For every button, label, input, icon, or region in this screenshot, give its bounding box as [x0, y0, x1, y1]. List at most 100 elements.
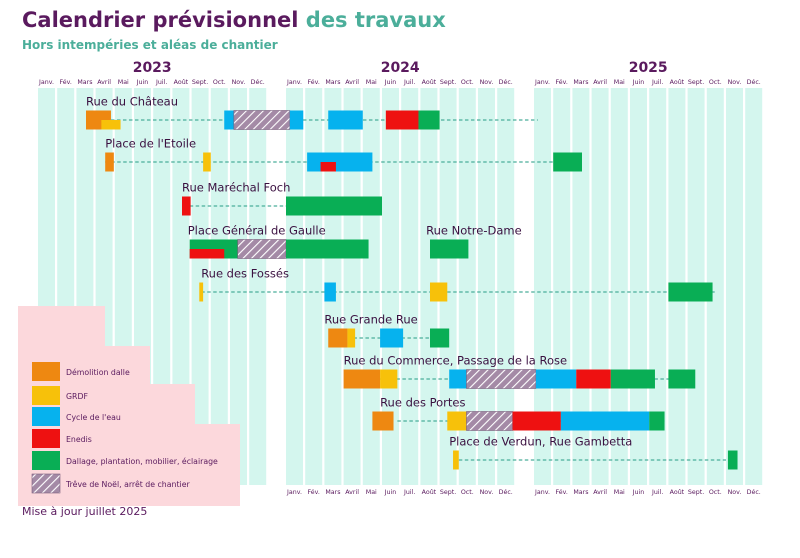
month-label-top: Août [174, 78, 189, 86]
month-band [286, 88, 303, 485]
year-label: 2025 [629, 60, 668, 76]
month-label-top: Juil. [651, 79, 663, 86]
month-label-top: Juil. [403, 79, 415, 86]
task-bar-grdf [199, 282, 204, 302]
month-label-top: Nov. [728, 79, 742, 86]
month-label-bottom: Mars [573, 489, 588, 496]
task-bar-enedis [576, 369, 611, 389]
task-bar-dallage [553, 152, 582, 172]
street-row: Rue du Château [86, 95, 538, 130]
month-label-bottom: Mars [325, 489, 340, 496]
month-label-bottom: Avril [593, 489, 607, 496]
street-row: Rue des Fossés [199, 267, 717, 302]
month-label-top: Juin [384, 79, 397, 86]
legend-swatch [32, 451, 60, 470]
month-label-top: Mai [118, 79, 129, 86]
task-bar-enedis [385, 110, 419, 130]
month-label-bottom: Août [670, 488, 685, 496]
month-label-bottom: Oct. [709, 489, 722, 496]
task-bar-dallage [649, 411, 665, 431]
street-row: Rue Maréchal Foch [182, 181, 382, 216]
legend-swatch [32, 386, 60, 405]
legend-item-grdf: GRDF [32, 386, 88, 405]
month-label-top: Juil. [155, 79, 167, 86]
month-label-bottom: Sept. [688, 489, 704, 496]
month-band [343, 88, 361, 485]
month-label-top: Mai [614, 79, 625, 86]
task-bar-eau [324, 282, 336, 302]
legend-swatch [31, 473, 61, 494]
task-bar-dallage [668, 282, 713, 302]
month-label-bottom: Déc. [499, 488, 513, 496]
month-label-bottom: Juin [384, 489, 397, 496]
month-band [706, 88, 724, 485]
task-bar-demolition [372, 411, 394, 431]
task-bar-eau [560, 411, 650, 431]
legend-swatch [32, 362, 60, 381]
month-label-bottom: Sept. [440, 489, 456, 496]
task-bar-demolition [343, 369, 381, 389]
page-title: Calendrier prévisionnel des travaux [22, 8, 446, 32]
street-row: Rue du Commerce, Passage de la Rose [343, 354, 696, 389]
street-label: Rue des Fossés [201, 267, 289, 281]
month-label-top: Mars [573, 79, 588, 86]
legend-swatch [32, 429, 60, 448]
month-band [210, 88, 228, 485]
month-label-top: Sept. [688, 79, 704, 86]
month-label-top: Déc. [747, 78, 761, 86]
month-label-top: Nov. [480, 79, 494, 86]
street-label: Place de l'Etoile [105, 137, 196, 151]
month-label-top: Janv. [286, 79, 302, 86]
street-label: Rue Grande Rue [324, 313, 417, 327]
street-label: Place de Verdun, Rue Gambetta [449, 435, 632, 449]
title-part-2: des travaux [305, 8, 446, 32]
legend-label: Dallage, plantation, mobilier, éclairage [66, 457, 218, 466]
month-label-top: Déc. [499, 78, 513, 86]
legend-item-eau: Cycle de l'eau [32, 407, 121, 426]
task-bar-enedis [182, 196, 191, 216]
month-label-top: Avril [345, 79, 359, 86]
task-bar-eau [307, 152, 373, 172]
legend-label: Cycle de l'eau [66, 413, 121, 422]
legend-swatch [32, 407, 60, 426]
year-label: 2023 [133, 60, 172, 76]
task-bar-dallage [430, 328, 450, 348]
task-bar-eau [289, 110, 304, 130]
month-label-bottom: Mai [614, 489, 625, 496]
street-row: Place de l'Etoile [105, 137, 582, 172]
task-bar-treve [237, 239, 287, 259]
month-label-top: Oct. [461, 79, 474, 86]
task-bar-eau [224, 110, 234, 130]
month-label-top: Nov. [232, 79, 246, 86]
legend-label: Trêve de Noël, arrêt de chantier [65, 480, 190, 489]
task-bar-dallage [727, 450, 738, 470]
task-bar-demolition [328, 328, 348, 348]
task-bar-dallage [430, 239, 469, 259]
month-label-bottom: Mai [366, 489, 377, 496]
street-row: Rue des Portes [372, 396, 665, 431]
month-band [745, 88, 763, 485]
legend-item-dallage: Dallage, plantation, mobilier, éclairage [32, 451, 218, 470]
year-label: 2024 [381, 60, 420, 76]
month-label-top: Sept. [192, 79, 208, 86]
month-label-top: Mars [77, 79, 92, 86]
task-bar-enedis [512, 411, 561, 431]
task-bar-dallage [286, 196, 382, 216]
street-label: Rue du Château [86, 95, 178, 109]
month-label-top: Août [670, 78, 685, 86]
street-row: Place de Verdun, Rue Gambetta [449, 435, 738, 470]
task-bar-dallage [418, 110, 440, 130]
task-bar-grdf [203, 152, 211, 172]
month-label-bottom: Déc. [747, 488, 761, 496]
task-bar-treve [466, 411, 513, 431]
month-band [305, 88, 323, 485]
month-label-top: Fév. [60, 78, 72, 86]
task-bar-eau [535, 369, 577, 389]
month-label-bottom: Nov. [728, 489, 742, 496]
month-label-bottom: Juil. [403, 489, 415, 496]
street-label: Rue des Portes [380, 396, 465, 410]
legend-label: Démolition dalle [66, 368, 130, 377]
legend-label: Enedis [66, 435, 92, 444]
task-bar-dallage [668, 369, 696, 389]
